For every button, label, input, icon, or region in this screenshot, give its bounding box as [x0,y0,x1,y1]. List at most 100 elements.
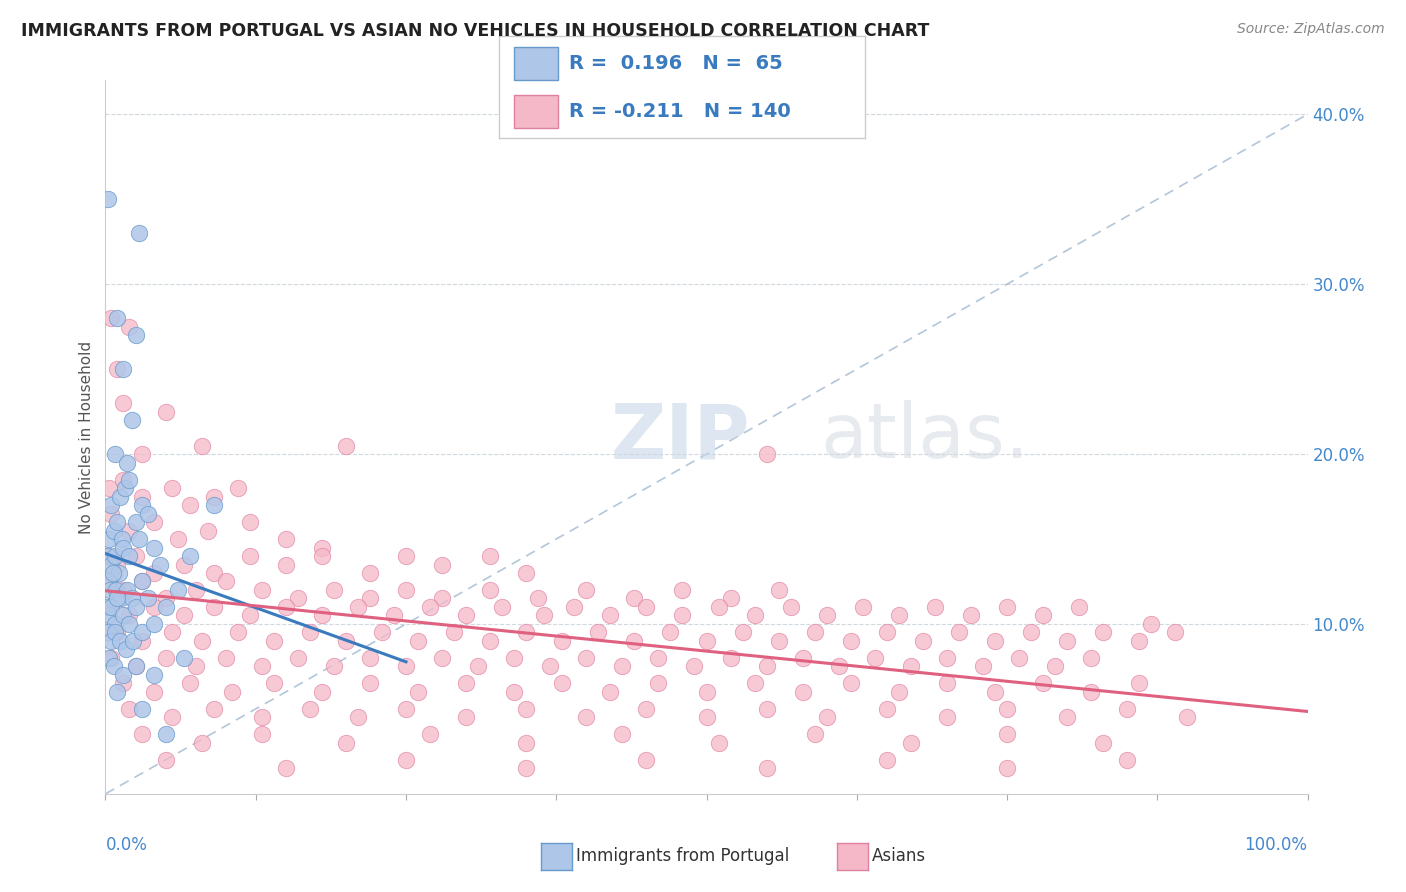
Point [755,659,778,673]
Point [1080,685,1102,699]
Point [575,582,598,597]
Point [1140,617,1163,632]
Point [105,582,128,597]
Point [173,651,195,665]
Y-axis label: No Vehicles in Household: No Vehicles in Household [79,341,94,533]
Point [179,549,201,563]
Point [395,659,418,673]
Point [142,599,165,614]
Point [124,549,146,563]
Point [839,676,862,690]
Point [960,608,983,623]
Point [803,727,825,741]
Point [104,549,127,563]
Point [696,634,718,648]
Point [636,753,658,767]
Point [100,498,122,512]
Point [131,574,153,589]
Point [142,515,165,529]
Point [479,582,502,597]
Point [107,591,129,606]
Point [720,651,742,665]
Text: R =  0.196   N =  65: R = 0.196 N = 65 [568,54,782,73]
Point [347,599,370,614]
Point [124,515,146,529]
Point [467,659,489,673]
Point [551,676,574,690]
Point [1080,651,1102,665]
Point [1069,599,1091,614]
Point [202,566,225,580]
Point [491,599,513,614]
Point [876,753,898,767]
Point [128,532,150,546]
Point [190,439,212,453]
Text: 100.0%: 100.0% [1244,837,1308,855]
Point [114,481,136,495]
Point [190,634,212,648]
Point [359,676,381,690]
Point [395,549,418,563]
FancyBboxPatch shape [513,47,558,79]
Point [419,599,441,614]
Point [815,710,838,724]
Point [503,651,526,665]
Point [131,498,153,512]
Point [226,481,249,495]
Point [1092,736,1115,750]
Point [274,599,297,614]
Point [112,396,135,410]
Point [768,634,790,648]
Point [115,642,138,657]
Point [239,608,262,623]
Text: IMMIGRANTS FROM PORTUGAL VS ASIAN NO VEHICLES IN HOUSEHOLD CORRELATION CHART: IMMIGRANTS FROM PORTUGAL VS ASIAN NO VEH… [21,22,929,40]
Point [107,685,129,699]
Point [100,311,122,326]
Point [124,659,146,673]
Point [250,659,273,673]
Point [1032,608,1054,623]
Point [184,659,207,673]
Point [359,591,381,606]
Point [112,676,135,690]
Point [551,634,574,648]
Point [112,582,135,597]
Point [430,558,453,572]
Point [984,634,1007,648]
Point [1116,753,1139,767]
Point [136,507,159,521]
Point [948,625,970,640]
Point [142,668,165,682]
Point [202,498,225,512]
Point [792,685,814,699]
Point [731,625,754,640]
Point [995,727,1018,741]
Point [179,498,201,512]
Point [173,558,195,572]
Point [1116,702,1139,716]
Point [972,659,994,673]
Point [454,676,477,690]
Point [103,524,125,538]
Point [100,507,122,521]
Point [322,582,344,597]
Point [107,515,129,529]
Point [454,608,477,623]
Point [406,685,429,699]
Point [131,574,153,589]
Point [197,524,219,538]
Point [214,574,236,589]
Point [142,685,165,699]
Point [131,634,153,648]
Point [612,727,634,741]
Point [131,447,153,461]
Point [166,532,188,546]
Point [744,608,766,623]
Point [121,413,143,427]
Point [112,668,135,682]
Point [936,651,959,665]
Point [179,676,201,690]
Point [98,574,121,589]
Point [104,447,127,461]
Point [124,328,146,343]
